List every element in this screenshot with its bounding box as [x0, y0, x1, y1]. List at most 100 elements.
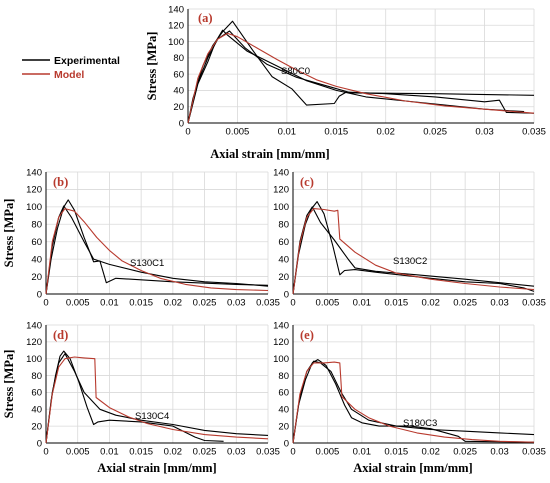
x-tick-label: 0.005 — [66, 447, 90, 458]
y-tick-label: 140 — [273, 320, 289, 331]
panel-label-c: (c) — [300, 175, 314, 189]
panel-label-a: (a) — [198, 11, 213, 25]
y-axis-title: Stress [MPa] — [2, 350, 16, 419]
x-axis-title: Axial strain [mm/mm] — [353, 461, 472, 475]
y-tick-label: 80 — [31, 371, 42, 382]
y-tick-label: 100 — [26, 202, 42, 213]
y-tick-label: 80 — [278, 220, 289, 231]
y-tick-label: 60 — [278, 388, 289, 399]
chart-panel-c: 0 20 40 60 80 100 120 140 0 0.005 0.01 0.015 0.02 0.0… — [273, 167, 546, 308]
x-tick-label: 0 — [290, 447, 295, 458]
y-tick-label: 20 — [31, 272, 42, 283]
x-tick-label: 0.015 — [129, 447, 153, 458]
x-tick-label: 0.02 — [164, 447, 183, 458]
y-tick-label: 0 — [37, 289, 42, 300]
series-line-experimental-1 — [45, 199, 269, 295]
y-tick-label: 140 — [26, 320, 42, 331]
y-axis-title: Stress [MPa] — [2, 199, 16, 268]
specimen-label: S130C4 — [135, 411, 169, 422]
panel-label-d: (d) — [53, 328, 68, 342]
y-tick-label: 0 — [284, 438, 289, 449]
y-tick-label: 100 — [168, 37, 184, 48]
y-tick-label: 100 — [26, 354, 42, 365]
y-tick-label: 80 — [31, 220, 42, 231]
specimen-label: S130C1 — [130, 258, 164, 269]
x-tick-label: 0.025 — [453, 298, 477, 309]
x-tick-label: 0.01 — [353, 298, 372, 309]
series-line-experimental-2 — [292, 360, 535, 444]
x-tick-label: 0.005 — [316, 298, 340, 309]
x-tick-label: 0.015 — [324, 127, 348, 138]
y-tick-label: 80 — [173, 53, 184, 64]
y-tick-label: 20 — [278, 421, 289, 432]
panel-label-e: (e) — [300, 328, 314, 342]
x-axis-title: Axial strain [mm/mm] — [97, 461, 216, 475]
x-tick-label: 0.02 — [421, 298, 440, 309]
series-line-experimental-1 — [187, 20, 535, 124]
y-axis-title: Stress [MPa] — [145, 32, 159, 101]
series-line-experimental-1 — [292, 201, 535, 295]
panel-label-b: (b) — [53, 175, 68, 189]
y-tick-label: 120 — [168, 21, 184, 32]
x-tick-label: 0.03 — [227, 298, 246, 309]
series-line-experimental-3 — [187, 29, 525, 124]
chart-panel-e: 0 20 40 60 80 100 120 140 0 0.005 0.01 0.015 0.02 0.0… — [273, 320, 546, 475]
x-tick-label: 0.025 — [193, 298, 217, 309]
x-tick-label: 0.01 — [278, 127, 297, 138]
y-tick-label: 40 — [31, 405, 42, 416]
x-tick-label: 0.005 — [66, 298, 90, 309]
x-tick-label: 0.02 — [376, 127, 395, 138]
specimen-label: S180C3 — [403, 418, 437, 429]
x-axis-title: Axial strain [mm/mm] — [210, 147, 329, 161]
y-tick-label: 40 — [278, 254, 289, 265]
x-tick-label: 0.005 — [226, 127, 250, 138]
y-tick-label: 0 — [179, 118, 184, 129]
legend: Experimental Model — [22, 55, 120, 81]
y-tick-label: 60 — [31, 388, 42, 399]
y-tick-label: 80 — [278, 371, 289, 382]
chart-panel-d: 0 20 40 60 80 100 120 140 0 0.005 0.01 0.015 0.02 0.0… — [2, 320, 280, 475]
x-tick-label: 0.015 — [384, 447, 408, 458]
series-line-model-4 — [187, 32, 535, 124]
x-tick-label: 0.005 — [316, 447, 340, 458]
y-tick-label: 140 — [168, 4, 184, 15]
y-tick-label: 120 — [26, 185, 42, 196]
y-tick-label: 40 — [278, 405, 289, 416]
y-tick-label: 60 — [278, 237, 289, 248]
legend-label-experimental: Experimental — [54, 55, 120, 67]
y-tick-label: 20 — [173, 102, 184, 113]
series-line-model-3 — [292, 208, 535, 295]
y-tick-label: 20 — [278, 272, 289, 283]
x-tick-label: 0.025 — [193, 447, 217, 458]
y-tick-label: 40 — [31, 254, 42, 265]
x-tick-label: 0.01 — [353, 447, 372, 458]
x-tick-label: 0.03 — [475, 127, 494, 138]
x-tick-label: 0.015 — [384, 298, 408, 309]
y-tick-label: 100 — [273, 354, 289, 365]
series-line-model-3 — [292, 361, 535, 444]
y-tick-label: 120 — [273, 337, 289, 348]
x-tick-label: 0 — [290, 298, 295, 309]
x-tick-label: 0.025 — [423, 127, 447, 138]
x-tick-label: 0.035 — [522, 447, 546, 458]
y-tick-label: 0 — [37, 438, 42, 449]
x-tick-label: 0.035 — [522, 298, 546, 309]
x-tick-label: 0.01 — [100, 447, 119, 458]
x-tick-label: 0 — [43, 447, 48, 458]
x-tick-label: 0.03 — [490, 447, 509, 458]
y-tick-label: 0 — [284, 289, 289, 300]
series-line-experimental-2 — [45, 353, 269, 444]
series-line-experimental-1 — [292, 359, 535, 444]
y-tick-label: 100 — [273, 202, 289, 213]
x-tick-label: 0 — [43, 298, 48, 309]
chart-panel-a: 0 20 40 60 80 100 120 140 0 0.005 0.01 0.015 0.02 0.0… — [145, 4, 546, 161]
x-tick-label: 0.03 — [490, 298, 509, 309]
y-tick-label: 120 — [273, 185, 289, 196]
y-tick-label: 60 — [31, 237, 42, 248]
series-line-experimental-2 — [292, 206, 535, 295]
y-tick-label: 140 — [26, 167, 42, 178]
x-tick-label: 0 — [185, 127, 190, 138]
series-line-model-3 — [45, 208, 269, 295]
